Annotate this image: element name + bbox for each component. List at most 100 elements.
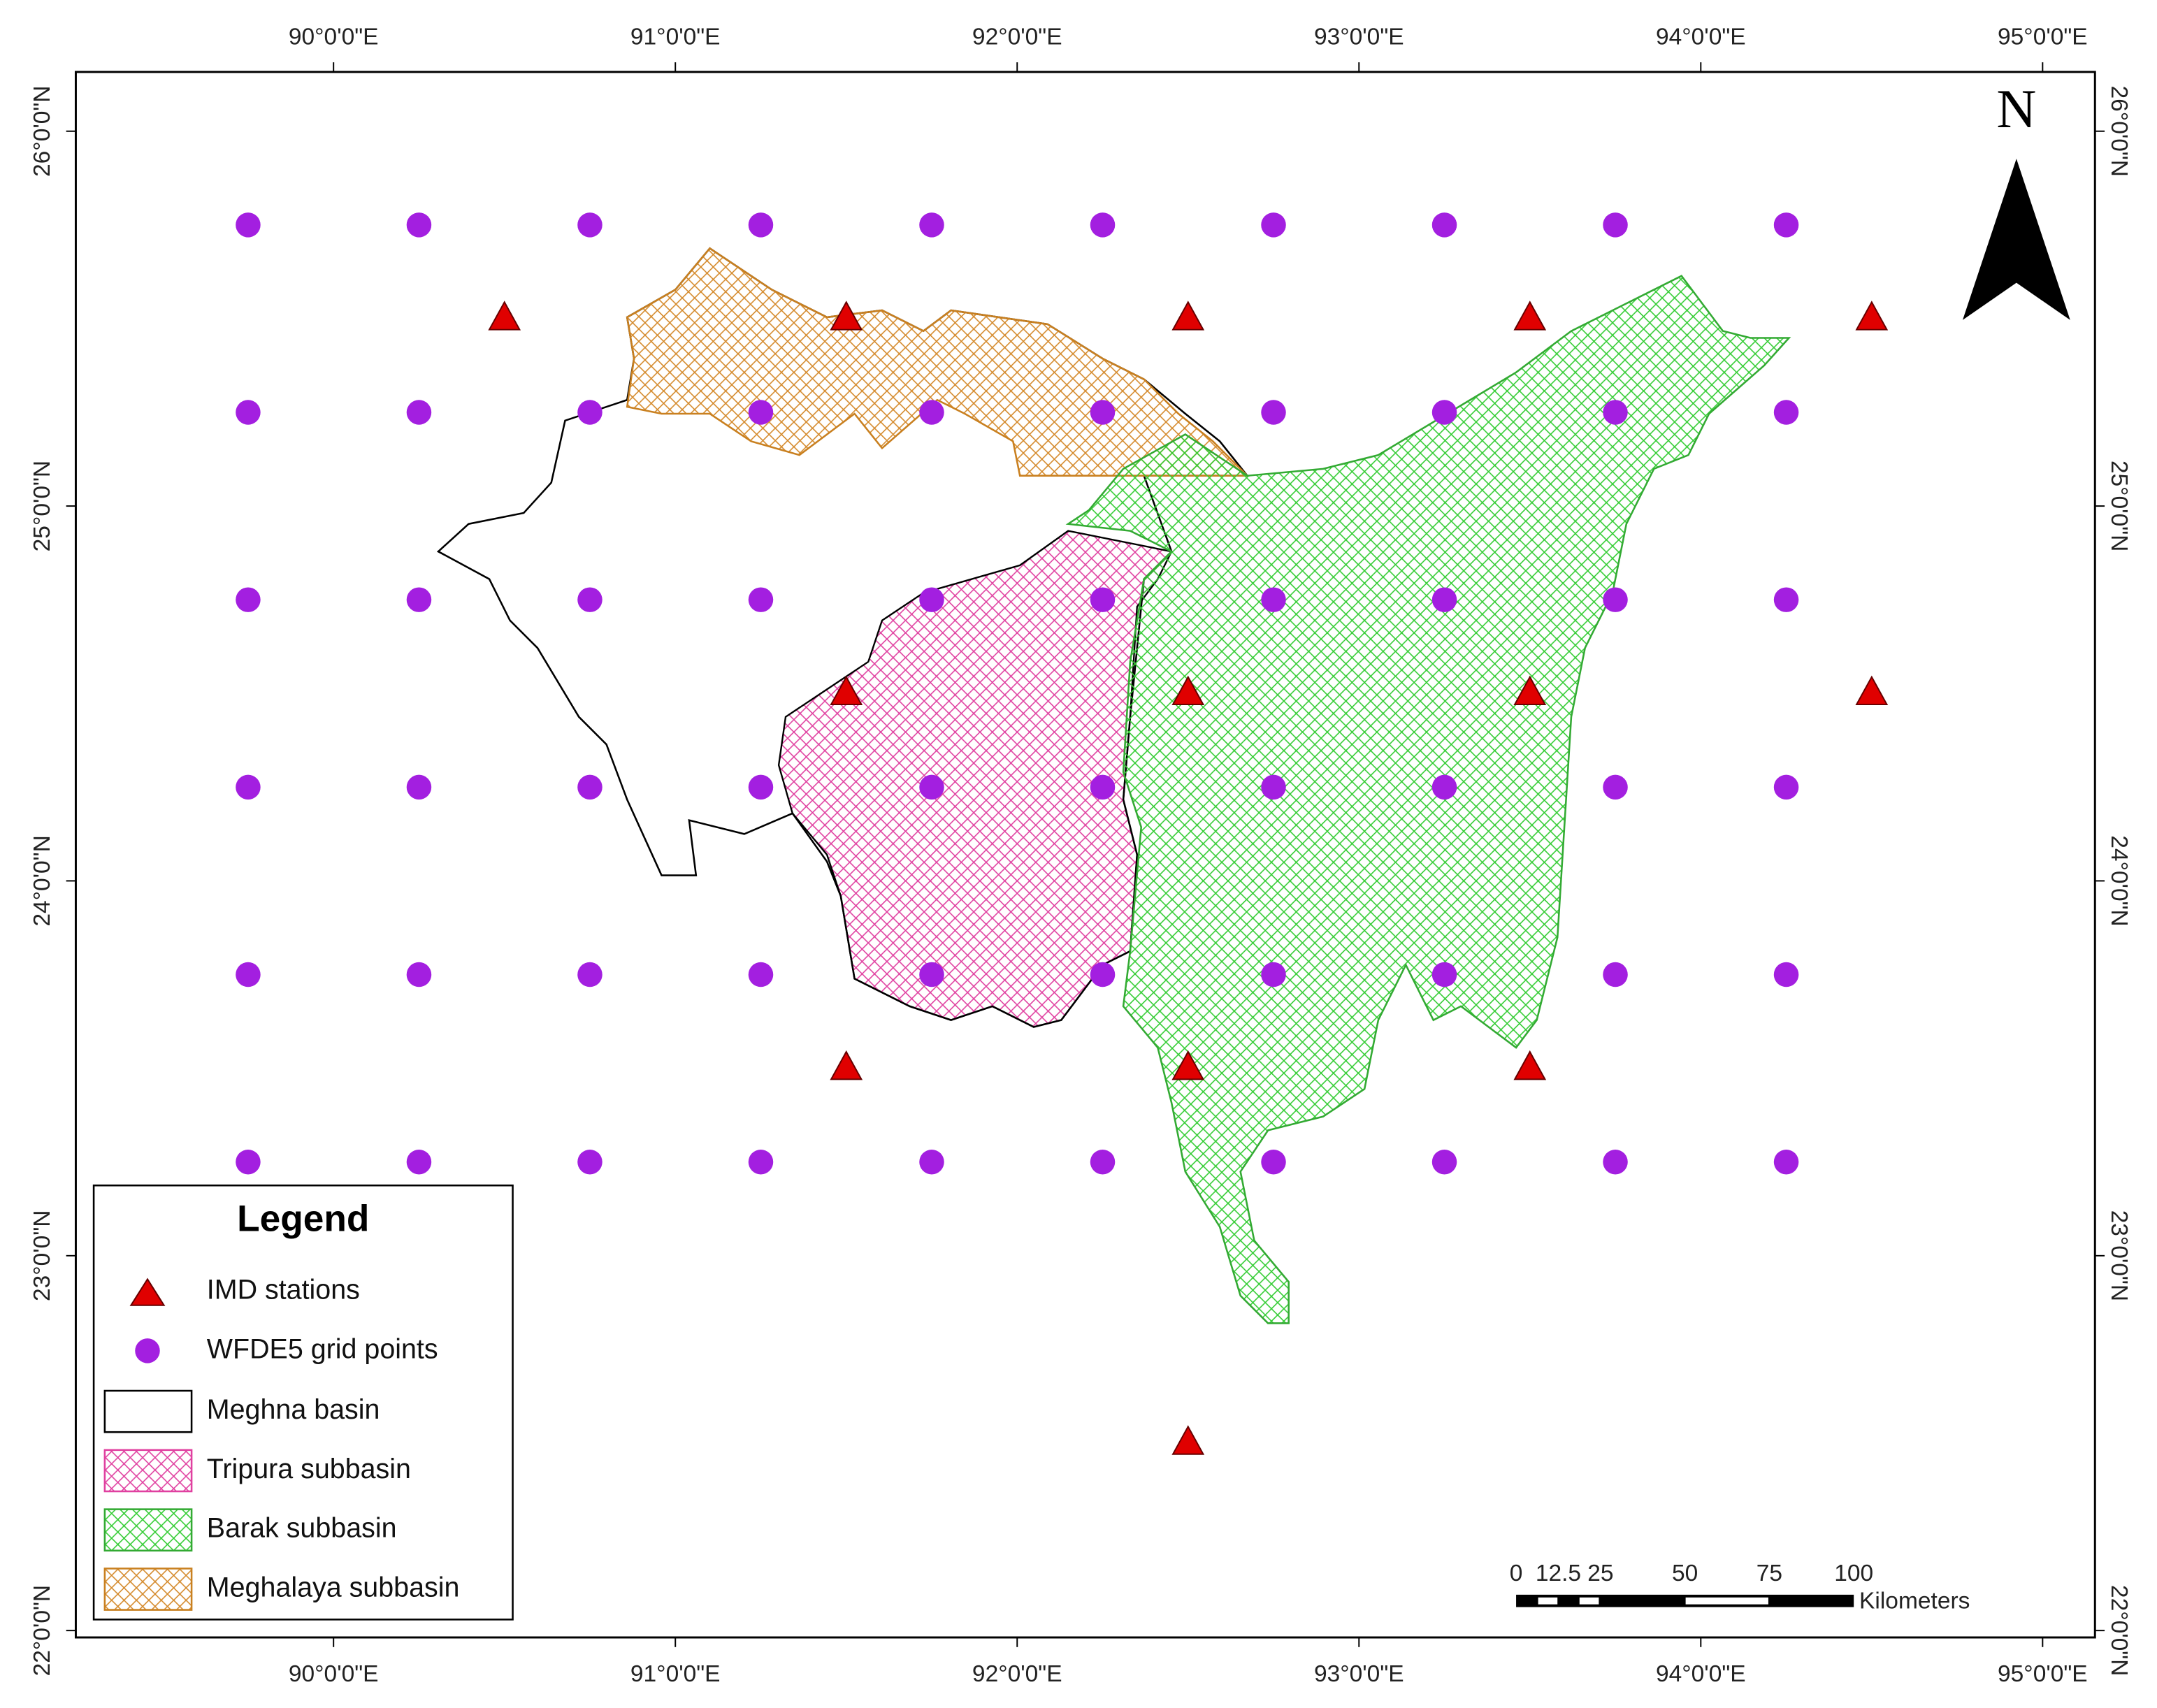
grid-point (919, 962, 944, 987)
imd-station (488, 301, 521, 331)
x-tick-label: 92°0'0"E (972, 1661, 1062, 1687)
grid-point (919, 1149, 944, 1175)
legend-title: Legend (237, 1199, 369, 1240)
grid-point (1431, 212, 1457, 238)
grid-point (406, 212, 432, 238)
grid-point (1603, 212, 1628, 238)
x-tick-label: 93°0'0"E (1314, 1661, 1404, 1687)
grid-point (748, 962, 774, 987)
grid-point (748, 587, 774, 612)
grid-point (1603, 774, 1628, 800)
imd-station (830, 1050, 863, 1080)
grid-point (236, 1149, 261, 1175)
grid-point (1090, 400, 1116, 425)
grid-point (1261, 962, 1286, 987)
grid-point (1261, 400, 1286, 425)
imd-station (1171, 1050, 1205, 1080)
grid-point (406, 1149, 432, 1175)
legend-label: Meghna basin (207, 1394, 380, 1425)
grid-point (1431, 400, 1457, 425)
y-tick-label: 26°0'0"N (2106, 86, 2132, 177)
grid-point (919, 587, 944, 612)
grid-point (1090, 962, 1116, 987)
grid-point (748, 1149, 774, 1175)
grid-point (1603, 1149, 1628, 1175)
y-tick-label: 24°0'0"N (29, 835, 55, 926)
imd-station (830, 301, 863, 331)
grid-point (406, 400, 432, 425)
grid-point (1090, 212, 1116, 238)
grid-point (577, 962, 603, 987)
y-tick-label: 26°0'0"N (29, 86, 55, 177)
scale-label: 100 (1834, 1561, 1873, 1586)
x-tick-label: 91°0'0"E (630, 24, 721, 50)
legend-label: Tripura subbasin (207, 1454, 411, 1484)
north-label: N (1996, 79, 2036, 140)
x-tick-label: 95°0'0"E (1998, 24, 2088, 50)
grid-point (577, 1149, 603, 1175)
grid-point (1431, 1149, 1457, 1175)
y-tick-label: 23°0'0"N (29, 1210, 55, 1301)
grid-point (236, 400, 261, 425)
scale-label: 75 (1756, 1561, 1782, 1586)
grid-point (748, 212, 774, 238)
imd-station (1513, 675, 1547, 706)
legend-label: Barak subbasin (207, 1513, 397, 1544)
grid-point (406, 962, 432, 987)
scale-label: 50 (1672, 1561, 1698, 1586)
y-tick-label: 25°0'0"N (2106, 461, 2132, 551)
grid-point (1090, 587, 1116, 612)
imd-station (1171, 1425, 1205, 1455)
x-tick-label: 90°0'0"E (289, 24, 379, 50)
grid-point (748, 400, 774, 425)
grid-point (1090, 774, 1116, 800)
grid-point (1773, 1149, 1799, 1175)
grid-point (236, 212, 261, 238)
y-tick-label: 22°0'0"N (29, 1585, 55, 1676)
imd-station (1855, 301, 1889, 331)
barak-subbasin (1065, 275, 1791, 1324)
x-tick-label: 93°0'0"E (1314, 24, 1404, 50)
scale-label: 0 (1510, 1561, 1523, 1586)
grid-point (1090, 1149, 1116, 1175)
grid-point (1431, 962, 1457, 987)
grid-point (236, 774, 261, 800)
grid-point (1773, 212, 1799, 238)
grid-point (236, 587, 261, 612)
imd-station (1171, 675, 1205, 706)
grid-point (577, 587, 603, 612)
imd-station (1513, 301, 1547, 331)
grid-point (406, 774, 432, 800)
scale-label: 25 (1587, 1561, 1613, 1586)
grid-point (1431, 774, 1457, 800)
grid-point (406, 587, 432, 612)
grid-point (1773, 962, 1799, 987)
legend-label: IMD stations (207, 1274, 360, 1305)
grid-point (919, 212, 944, 238)
grid-point (577, 774, 603, 800)
y-tick-label: 24°0'0"N (2106, 835, 2132, 926)
imd-station (1513, 1050, 1547, 1080)
y-tick-label: 23°0'0"N (2106, 1210, 2132, 1301)
x-tick-label: 91°0'0"E (630, 1661, 721, 1687)
x-tick-label: 94°0'0"E (1656, 24, 1746, 50)
scale-label: 12.5 (1536, 1561, 1581, 1586)
grid-point (1603, 962, 1628, 987)
legend: Legend IMD stations WFDE5 grid points Megh… (92, 1184, 514, 1621)
north-arrow: N (1962, 79, 2070, 320)
x-tick-label: 92°0'0"E (972, 24, 1062, 50)
legend-label: WFDE5 grid points (207, 1333, 438, 1364)
grid-point (1261, 1149, 1286, 1175)
y-tick-label: 25°0'0"N (29, 461, 55, 551)
imd-station (1855, 675, 1889, 706)
legend-label: Meghalaya subbasin (207, 1572, 460, 1602)
imd-station (1171, 301, 1205, 331)
grid-point (1773, 587, 1799, 612)
y-tick-label: 22°0'0"N (2106, 1585, 2132, 1676)
grid-point (1261, 587, 1286, 612)
grid-point (1773, 774, 1799, 800)
grid-point (236, 962, 261, 987)
grid-point (1603, 400, 1628, 425)
grid-point (1773, 400, 1799, 425)
